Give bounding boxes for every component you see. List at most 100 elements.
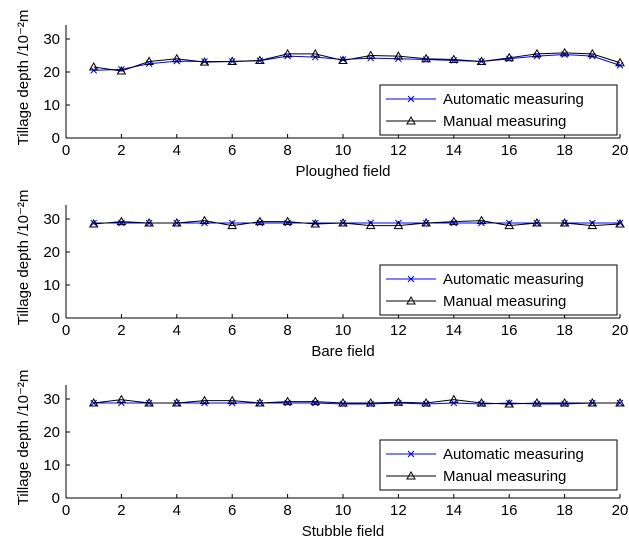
data-point-manual [365, 397, 376, 407]
x-axis-title: Stubble field [302, 523, 385, 540]
legend-label-manual: Manual measuring [443, 293, 566, 310]
x-tick-label: 6 [228, 502, 236, 519]
data-point-manual [448, 394, 459, 404]
x-tick-label: 10 [335, 322, 352, 339]
x-tick-label: 8 [283, 142, 291, 159]
data-point-manual [448, 54, 459, 63]
data-point-manual [587, 48, 598, 58]
x-tick-label: 10 [335, 502, 352, 519]
data-point-manual [559, 47, 570, 57]
data-point-manual [365, 220, 376, 230]
data-point-manual [504, 52, 515, 62]
x-tick-label: 16 [501, 502, 518, 519]
x-tick-label: 0 [62, 142, 70, 159]
legend-box [379, 84, 618, 136]
x-tick-label: 4 [173, 322, 181, 339]
y-tick-label: 0 [52, 490, 60, 507]
chart-panel-1: 0 2 4 6 8 10 12 14 16 18 20 0 10 20 30 Ploughed field Ti… [15, 10, 628, 180]
data-point-manual [476, 56, 487, 65]
y-tick-label: 10 [43, 277, 60, 294]
data-point-manual [310, 396, 321, 406]
legend: Automatic measuring Manual measuring [379, 439, 618, 491]
data-point-manual [88, 218, 99, 228]
data-point-manual [116, 216, 127, 226]
data-point-manual [282, 216, 293, 226]
data-point-manual [393, 51, 404, 60]
data-point-manual [255, 216, 265, 226]
y-tick-label: 10 [43, 457, 60, 474]
data-point-manual [532, 217, 542, 227]
chart-panel-3: 0 2 4 6 8 10 12 14 16 18 20 0 10 20 30 Stubble field Til… [15, 370, 628, 540]
y-tick-label: 30 [43, 391, 60, 408]
data-point-manual [282, 48, 293, 58]
series-line-manual [93, 399, 620, 405]
data-point-manual [88, 397, 99, 407]
data-point-manual [338, 55, 348, 64]
y-axis-title: Tillage depth /10⁻²m [15, 370, 32, 506]
data-point-manual [421, 217, 431, 227]
data-point-manual [255, 55, 265, 64]
data-point-manual [227, 56, 238, 65]
data-point-manual [532, 397, 542, 407]
legend-label-manual: Manual measuring [443, 113, 566, 130]
data-point-automatic [616, 219, 624, 227]
data-point-manual [338, 397, 348, 407]
series-line-automatic [93, 54, 621, 71]
x-tick-label: 6 [228, 322, 236, 339]
data-point-manual [171, 53, 182, 63]
data-point-manual [615, 218, 625, 228]
x-tick-label: 10 [335, 142, 352, 159]
x-tick-label: 16 [501, 322, 518, 339]
legend-marker-automatic [407, 450, 415, 458]
data-point-manual [144, 397, 154, 407]
data-point-manual [116, 66, 127, 75]
y-tick-label: 30 [43, 211, 60, 228]
legend: Automatic measuring Manual measuring [379, 84, 618, 136]
chart-panel-2: 0 2 4 6 8 10 12 14 16 18 20 0 10 20 30 Bare field Tillag… [15, 190, 628, 360]
legend-box [379, 264, 618, 316]
data-point-manual [171, 397, 182, 407]
x-tick-label: 0 [62, 502, 70, 519]
x-tick-label: 14 [445, 502, 462, 519]
data-point-manual [615, 397, 625, 407]
legend-marker-automatic [407, 275, 415, 283]
x-tick-label: 20 [612, 322, 629, 339]
data-point-manual [227, 395, 238, 405]
x-tick-label: 18 [556, 502, 573, 519]
x-tick-label: 12 [390, 322, 407, 339]
x-tick-label: 20 [612, 142, 629, 159]
x-axis-title: Bare field [311, 343, 374, 360]
legend-marker-automatic [407, 95, 415, 103]
data-point-manual [615, 57, 625, 67]
data-point-manual [587, 220, 598, 230]
data-point-manual [144, 56, 154, 65]
y-tick-label: 20 [43, 244, 60, 261]
legend-label-automatic: Automatic measuring [443, 271, 584, 288]
x-tick-label: 18 [556, 142, 573, 159]
data-point-manual [476, 215, 487, 225]
data-point-manual [199, 215, 210, 225]
x-tick-label: 16 [501, 142, 518, 159]
data-point-manual [393, 220, 404, 230]
legend-label-automatic: Automatic measuring [443, 91, 584, 108]
data-point-automatic [90, 219, 98, 227]
x-tick-label: 4 [173, 142, 181, 159]
y-tick-label: 20 [43, 64, 60, 81]
data-point-manual [559, 217, 570, 227]
x-tick-label: 12 [390, 502, 407, 519]
legend-box [379, 439, 618, 491]
data-point-manual [171, 217, 182, 227]
data-point-manual [282, 396, 293, 406]
y-axis-title: Tillage depth /10⁻²m [15, 190, 32, 326]
series-line-manual [93, 220, 621, 227]
data-point-automatic [201, 58, 208, 65]
data-point-manual [116, 394, 127, 404]
data-point-manual [504, 220, 515, 230]
x-tick-label: 12 [390, 142, 407, 159]
x-tick-label: 0 [62, 322, 70, 339]
data-point-manual [421, 53, 431, 63]
data-point-automatic [505, 399, 513, 407]
x-tick-label: 8 [283, 322, 291, 339]
data-point-manual [199, 57, 210, 66]
